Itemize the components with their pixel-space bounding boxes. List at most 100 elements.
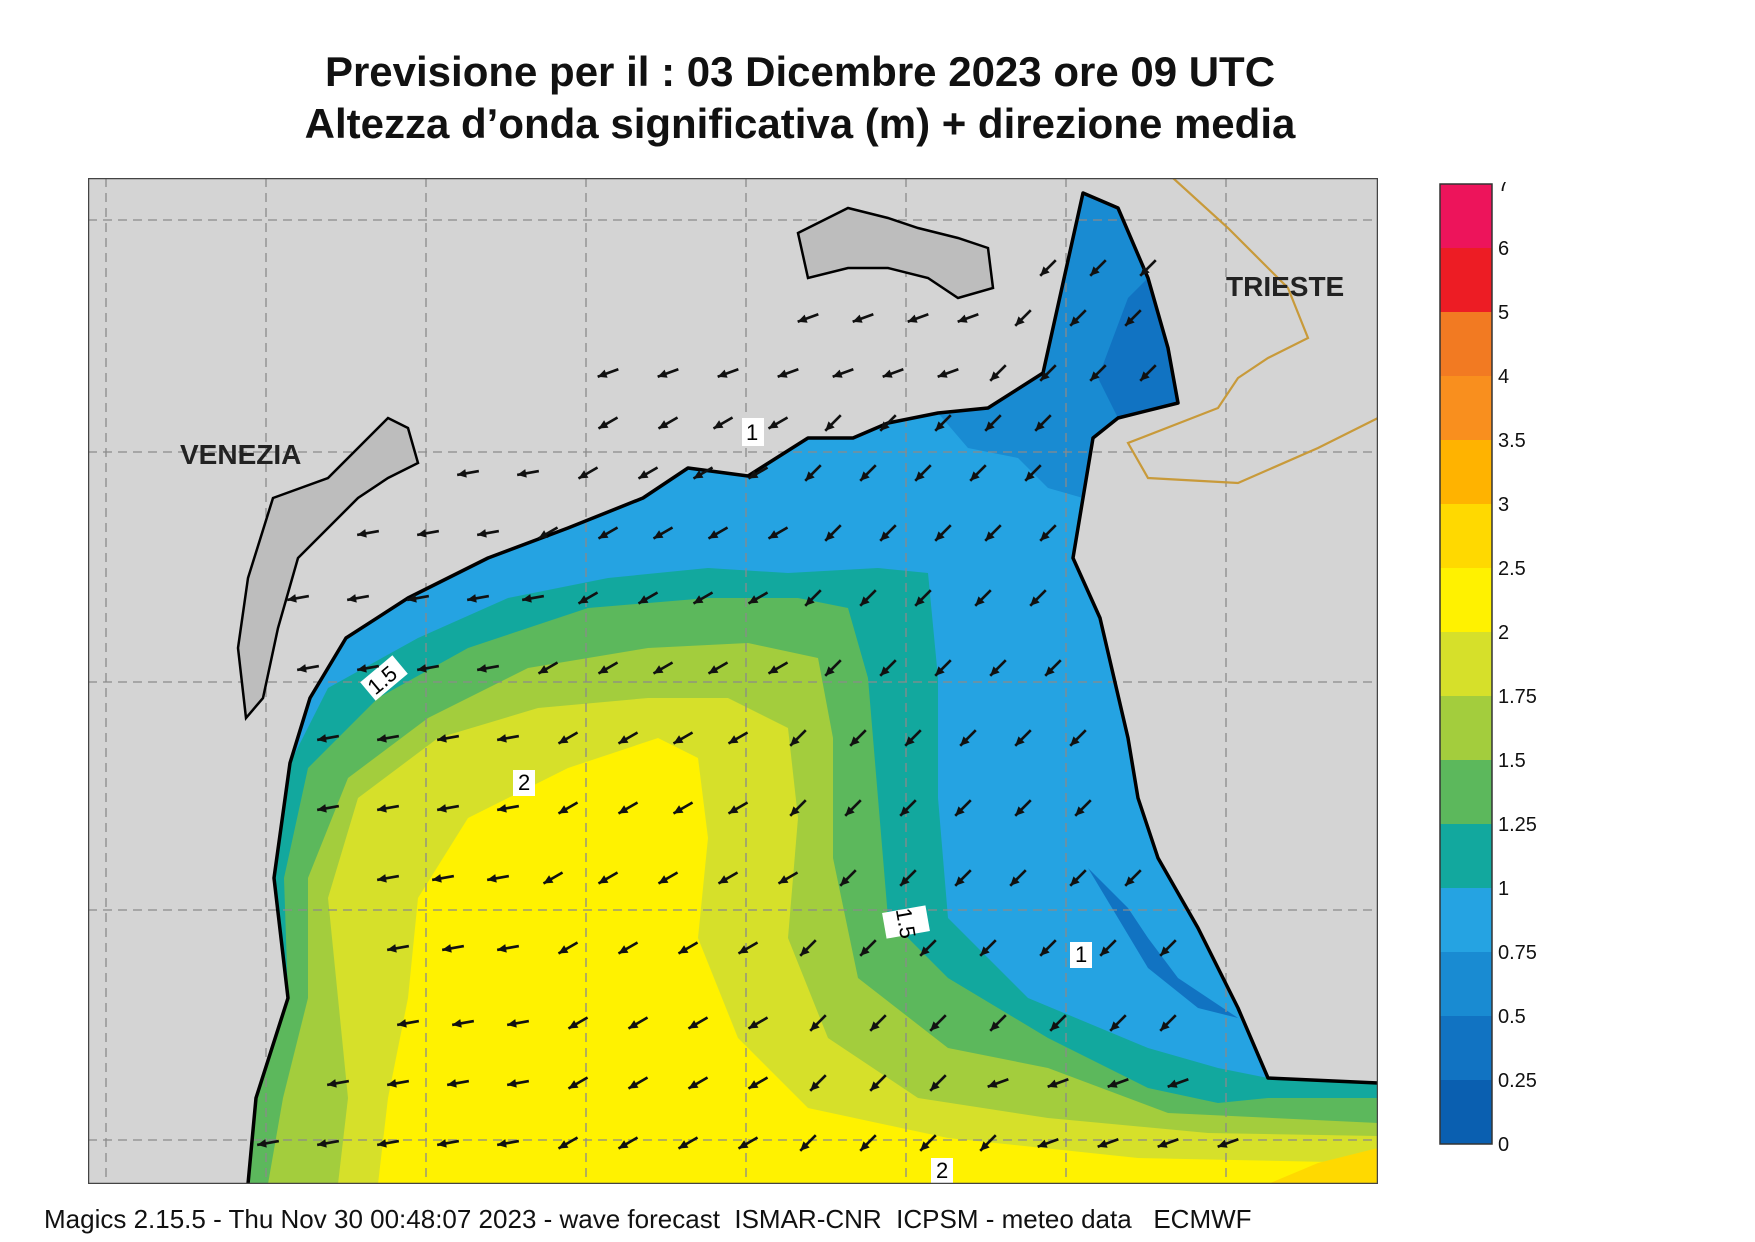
wave-arrow-head [1030,596,1040,606]
wave-arrow-head [598,875,609,884]
wave-arrow-head [960,736,970,746]
wave-arrow-head [317,734,327,743]
wave-arrow-head [937,369,948,378]
colorbar-tick-label: 0.75 [1498,942,1537,964]
wave-arrow-head [1015,806,1025,816]
colorbar-band [1440,568,1492,632]
wave-arrow-head [558,805,569,814]
place-label-venezia: VENEZIA [180,439,301,470]
colorbar-tick-label: 3 [1498,494,1509,516]
wave-arrow-head [1040,946,1050,956]
wave-arrow-head [1070,876,1080,886]
wave-arrow-head [568,1080,579,1089]
wave-arrow-head [317,1139,327,1148]
wave-arrow-head [1090,266,1100,276]
wave-arrow-head [437,734,447,743]
wave-arrow-head [915,471,925,481]
wave-arrow-head [387,1079,397,1088]
wave-arrow-head [987,1079,998,1088]
wave-arrow-head [387,944,397,953]
contour-label: 2 [518,770,530,795]
wave-arrow-head [597,369,608,378]
wave-arrow-head [880,531,890,541]
wave-arrow-head [538,665,549,674]
wave-arrow-head [930,1021,940,1031]
wave-arrow-head [437,804,447,813]
wave-arrow-head [1217,1139,1228,1148]
wave-arrow-head [1050,1021,1060,1031]
colorbar-band [1440,1016,1492,1080]
colorbar-band [1440,1080,1492,1144]
colorbar-tick-label: 1.25 [1498,814,1537,836]
wave-arrow-head [1125,316,1135,326]
colorbar-tick-label: 1.5 [1498,750,1526,772]
wave-arrow-head [713,420,724,429]
wave-arrow-head [377,1139,387,1148]
wave-arrow-head [558,735,569,744]
wave-arrow-head [970,471,980,481]
wave-arrow-head [1025,471,1035,481]
wave-arrow-head [257,1139,267,1148]
wave-arrow-head [477,529,487,538]
colorbar-bands [1439,183,1493,1145]
colorbar-tick-label: 4 [1498,366,1509,388]
wave-arrow-head [657,369,668,378]
wave-arrow-head [522,594,532,603]
wave-arrow-head [688,1080,699,1089]
wave-arrow-head [442,944,452,953]
wave-arrow-head [1157,1139,1168,1148]
wave-arrow-head [880,421,890,431]
sea-area [248,193,1378,1184]
wave-arrow-head [728,805,739,814]
wave-height-map: VENEZIA TRIESTE 1 1.5 2 1.5 1 2 [88,178,1378,1184]
wave-arrow-head [990,371,1000,381]
wave-arrow-head [432,874,442,883]
wave-arrow-head [717,369,728,378]
colorbar-band [1440,504,1492,568]
wave-arrow-head [487,874,497,883]
wave-arrow-head [870,1081,880,1091]
wave-arrow-head [618,1140,629,1149]
wave-arrow-head [718,875,729,884]
wave-arrow-head [377,804,387,813]
wave-arrow-head [790,806,800,816]
wave-arrow-head [777,369,788,378]
wave-arrow-head [618,945,629,954]
sea-band-05-075 [938,193,1178,498]
wave-arrow-head [347,594,357,603]
wave-arrow-head [955,806,965,816]
wave-arrow-head [738,945,749,954]
contour-label: 2 [936,1158,948,1183]
map-subtitle: Altezza d’onda significativa (m) + direz… [304,100,1296,147]
wave-arrow-head [357,664,367,673]
wave-arrow-head [317,804,327,813]
wave-arrow-head [327,1079,337,1088]
wave-arrow-head [1140,266,1150,276]
colorbar-band [1440,440,1492,504]
wave-arrow-head [673,805,684,814]
wave-arrow-head [748,1020,759,1029]
wave-arrow-head [748,470,759,479]
wave-arrow-head [437,1139,447,1148]
wave-arrow-head [738,1140,749,1149]
wave-arrow-head [497,804,507,813]
wave-arrow-head [1160,1021,1170,1031]
wave-arrow-head [990,1021,1000,1031]
wave-arrow-head [800,946,810,956]
colorbar-band [1440,312,1492,376]
wave-arrow-head [1140,371,1150,381]
colorbar-band [1440,760,1492,824]
wave-arrow-head [935,421,945,431]
wave-arrow-head [845,806,855,816]
wave-arrow-head [852,314,863,323]
wave-arrow-head [1070,736,1080,746]
place-label-trieste: TRIESTE [1226,271,1344,302]
colorbar-band [1440,248,1492,312]
wave-arrow-head [915,596,925,606]
wave-arrow-head [1110,1021,1120,1031]
wave-arrow-head [678,945,689,954]
wave-arrow-head [840,876,850,886]
wave-arrow-head [1040,371,1050,381]
wave-arrow-head [778,875,789,884]
colorbar-tick-label: 2.5 [1498,558,1526,580]
